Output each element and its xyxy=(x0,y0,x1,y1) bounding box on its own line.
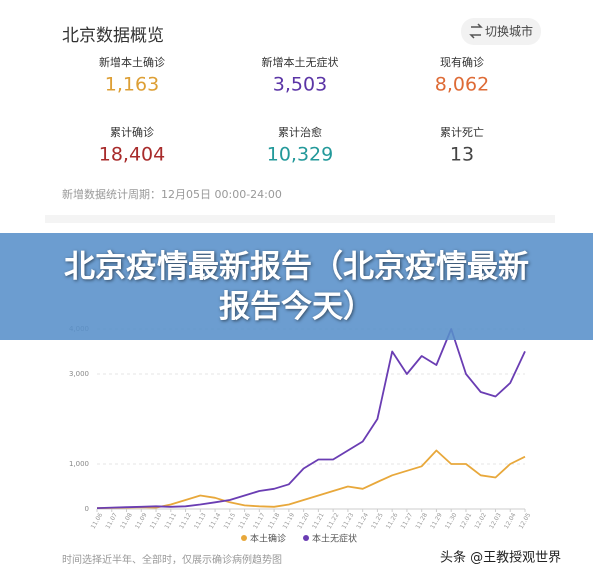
stat-value: 8,062 xyxy=(435,74,489,96)
x-tick-label: 11.16 xyxy=(237,512,252,531)
stat-value: 1,163 xyxy=(105,74,159,96)
x-tick-label: 11.12 xyxy=(178,512,193,531)
x-tick-label: 11.11 xyxy=(163,512,178,531)
banner: 北京疫情最新报告（北京疫情最新报告今天） xyxy=(0,233,593,340)
x-tick-label: 11.22 xyxy=(326,512,341,531)
switch-city-label[interactable]: 切换城市 xyxy=(485,24,533,39)
switch-city-button[interactable] xyxy=(461,18,541,45)
x-tick-label: 11.27 xyxy=(400,512,415,531)
x-tick-label: 12.04 xyxy=(503,512,518,531)
stat-label: 新增本土确诊 xyxy=(99,55,165,69)
y-tick-label: 3,000 xyxy=(69,370,89,378)
stat-label: 现有确诊 xyxy=(440,55,484,69)
x-tick-label: 11.19 xyxy=(282,512,297,531)
stat-value: 13 xyxy=(450,144,474,166)
x-tick-label: 11.30 xyxy=(444,512,459,531)
x-tick-label: 11.17 xyxy=(252,512,267,531)
x-tick-label: 11.06 xyxy=(90,512,105,531)
divider xyxy=(45,215,555,223)
x-tick-label: 12.03 xyxy=(488,512,503,531)
legend-label: 本土无症状 xyxy=(312,533,357,545)
stat-value: 3,503 xyxy=(273,74,327,96)
chart-note: 时间选择近半年、全部时，仅展示确诊病例趋势图 xyxy=(62,553,282,566)
period-note: 新增数据统计周期：12月05日 00:00-24:00 xyxy=(62,187,282,201)
legend-swatch xyxy=(303,535,310,541)
banner-text: 北京疫情最新报告（北京疫情最新报告今天） xyxy=(64,248,529,325)
legend-label: 本土确诊 xyxy=(250,533,286,545)
x-tick-label: 11.25 xyxy=(370,512,385,531)
x-tick-label: 12.01 xyxy=(459,512,474,531)
x-tick-label: 11.21 xyxy=(311,512,326,531)
x-tick-label: 12.05 xyxy=(518,512,533,531)
stat-value: 10,329 xyxy=(267,144,333,166)
stat-value: 18,404 xyxy=(99,144,165,166)
x-tick-label: 11.18 xyxy=(267,512,282,531)
x-tick-label: 11.26 xyxy=(385,512,400,531)
series-line xyxy=(96,328,526,509)
x-tick-label: 11.08 xyxy=(119,512,134,531)
x-tick-label: 11.23 xyxy=(341,512,356,531)
stat-label: 累计确诊 xyxy=(110,125,154,139)
x-tick-label: 11.10 xyxy=(149,512,164,531)
x-tick-label: 12.02 xyxy=(473,512,488,531)
x-tick-label: 11.29 xyxy=(429,512,444,531)
stat-label: 新增本土无症状 xyxy=(262,55,339,69)
watermark: 头条 @王教授观世界 xyxy=(440,550,561,566)
page-title: 北京数据概览 xyxy=(62,26,164,46)
x-tick-label: 11.15 xyxy=(222,512,237,531)
x-tick-label: 11.07 xyxy=(104,512,119,531)
stat-label: 累计治愈 xyxy=(278,125,322,139)
legend-swatch xyxy=(241,535,247,541)
x-tick-label: 11.09 xyxy=(134,512,149,531)
y-tick-label: 0 xyxy=(85,505,89,513)
series-line xyxy=(96,449,526,509)
x-tick-label: 11.24 xyxy=(355,512,370,531)
x-tick-label: 11.20 xyxy=(296,512,311,531)
stat-label: 累计死亡 xyxy=(440,125,484,139)
switch-icon xyxy=(469,23,483,39)
x-tick-label: 11.14 xyxy=(208,512,223,531)
x-tick-label: 11.28 xyxy=(414,512,429,531)
y-tick-label: 1,000 xyxy=(69,460,89,468)
x-tick-label: 11.13 xyxy=(193,512,208,531)
